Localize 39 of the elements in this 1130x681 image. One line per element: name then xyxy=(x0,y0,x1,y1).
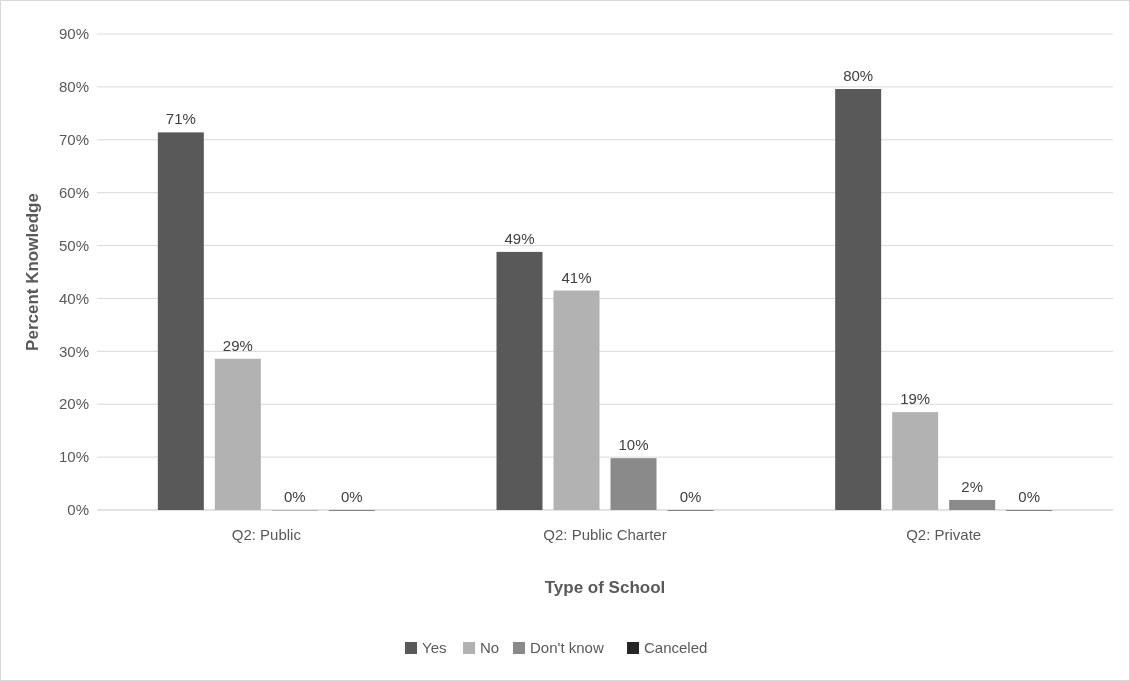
data-label: 71% xyxy=(165,110,196,128)
y-tick-label: 30% xyxy=(58,342,89,360)
data-label: 49% xyxy=(504,229,535,247)
bar xyxy=(892,412,939,510)
bar xyxy=(157,132,204,510)
x-tick-label: Q2: Public Charter xyxy=(543,526,667,543)
y-tick-label: 80% xyxy=(58,78,89,96)
y-tick-label: 90% xyxy=(58,25,89,43)
data-label: 0% xyxy=(679,488,702,505)
legend-label: Yes xyxy=(422,639,447,657)
legend-label: Canceled xyxy=(644,639,708,657)
y-tick-label: 50% xyxy=(58,236,89,254)
y-tick-label: 40% xyxy=(58,289,89,307)
data-label: 2% xyxy=(961,477,984,495)
data-label: 80% xyxy=(843,67,874,84)
x-tick-label: Q2: Public xyxy=(231,526,302,543)
bar xyxy=(949,499,996,510)
data-label: 41% xyxy=(561,268,592,286)
y-tick-label: 60% xyxy=(58,183,89,201)
x-axis-title: Type of School xyxy=(544,578,666,597)
data-label: 0% xyxy=(340,488,363,505)
y-tick-label: 70% xyxy=(58,131,89,149)
bar xyxy=(835,89,882,510)
data-label: 10% xyxy=(618,436,649,454)
y-tick-label: 20% xyxy=(58,395,89,413)
y-axis-title: Percent Knowledge xyxy=(23,193,42,351)
y-tick-label: 0% xyxy=(67,501,89,519)
data-label: 0% xyxy=(283,488,306,505)
data-label: 0% xyxy=(1018,488,1041,505)
bar xyxy=(214,358,261,510)
x-tick-label: Q2: Private xyxy=(906,526,982,543)
bar xyxy=(553,290,600,510)
data-label: 29% xyxy=(222,336,253,354)
y-tick-label: 10% xyxy=(58,448,89,466)
legend-label: Don't know xyxy=(530,639,604,657)
bar xyxy=(496,251,543,510)
legend-label: No xyxy=(480,639,500,657)
bar xyxy=(610,458,657,510)
data-label: 19% xyxy=(900,390,931,408)
